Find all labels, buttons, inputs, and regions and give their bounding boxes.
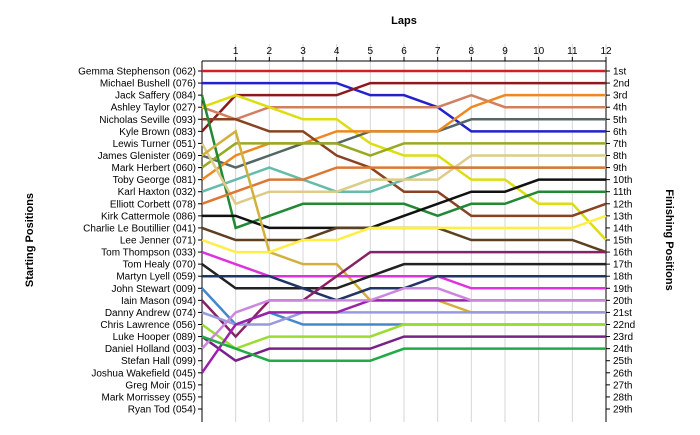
finishing-position-label: 17th (613, 260, 632, 271)
finishing-position-label: 24th (613, 344, 632, 355)
x-tick-label: 10 (533, 46, 545, 57)
finishing-position-label: 2nd (613, 79, 630, 90)
starting-position-label: Daniel Holland (003) (105, 344, 196, 355)
axes (198, 57, 610, 422)
starting-position-label: John Stewart (009) (112, 284, 197, 295)
finishing-position-label: 6th (613, 127, 627, 138)
starting-position-label: Karl Haxton (032) (118, 187, 196, 198)
starting-position-label: Jack Saffery (084) (115, 91, 196, 102)
finishing-position-label: 7th (613, 139, 627, 150)
starting-position-label: Ryan Tod (054) (128, 405, 196, 416)
driver-series-line (201, 311, 606, 326)
finishing-position-label: 8th (613, 151, 627, 162)
finishing-position-label: 11th (613, 187, 632, 198)
finishing-position-label: 20th (613, 296, 632, 307)
driver-series-line (201, 142, 606, 169)
starting-position-label: Kyle Brown (083) (119, 127, 196, 138)
x-tick-label: 8 (469, 46, 475, 57)
starting-position-label: Chris Lawrence (056) (100, 320, 196, 331)
starting-position-label: Martyn Lyell (059) (116, 272, 196, 283)
x-tick-label: 7 (435, 46, 441, 57)
x-tick-label: 2 (267, 46, 273, 57)
finishing-position-label: 14th (613, 223, 632, 234)
starting-position-label: James Glenister (069) (98, 151, 196, 162)
starting-position-label: Gemma Stephenson (062) (78, 67, 196, 78)
starting-position-label: Kirk Cattermole (086) (101, 211, 196, 222)
driver-series-line (201, 262, 606, 290)
finishing-position-label: 26th (613, 368, 632, 379)
starting-position-label: Ashley Taylor (027) (111, 103, 196, 114)
starting-position-label: Luke Hooper (089) (113, 332, 196, 343)
starting-position-label: Danny Andrew (074) (105, 308, 196, 319)
right-axis-title: Finishing Positions (663, 189, 675, 290)
finishing-position-label: 15th (613, 236, 632, 247)
finishing-position-label: 10th (613, 175, 632, 186)
driver-series-line (201, 166, 606, 205)
left-axis-title: Starting Positions (24, 193, 36, 287)
series-lines (200, 69, 607, 374)
x-tick-label: 12 (600, 46, 612, 57)
finishing-position-label: 22nd (613, 320, 635, 331)
starting-position-label: Lewis Turner (051) (113, 139, 196, 150)
starting-position-label: Nicholas Seville (093) (99, 115, 196, 126)
x-tick-label: 4 (334, 46, 340, 57)
starting-position-label: Joshua Wakefield (045) (91, 368, 196, 379)
finishing-position-label: 16th (613, 248, 632, 259)
x-tick-label: 9 (502, 46, 508, 57)
starting-position-label: Tom Thompson (033) (101, 248, 196, 259)
starting-position-label: Lee Jenner (071) (120, 236, 196, 247)
driver-series-line (201, 323, 606, 351)
starting-position-label: Greg Moir (015) (125, 380, 196, 391)
driver-series-line (201, 93, 607, 241)
starting-position-label: Stefan Hall (099) (121, 356, 196, 367)
finishing-position-label: 29th (613, 405, 632, 416)
finishing-position-label: 18th (613, 272, 632, 283)
finishing-position-label: 1st (613, 67, 627, 78)
x-tick-label: 1 (233, 46, 239, 57)
starting-position-label: Mark Morrissey (055) (102, 392, 196, 403)
starting-position-label: Iain Mason (094) (121, 296, 196, 307)
x-tick-label: 11 (567, 46, 578, 57)
finishing-position-label: 28th (613, 392, 632, 403)
driver-series-line (202, 178, 606, 230)
driver-series-line (200, 94, 606, 230)
driver-series-line (202, 81, 606, 133)
finishing-position-label: 13th (613, 211, 632, 222)
starting-position-label: Mark Herbert (060) (112, 163, 196, 174)
x-tick-label: 5 (368, 46, 374, 57)
finishing-position-label: 21st (613, 308, 632, 319)
driver-series-line (201, 81, 606, 133)
driver-series-line (201, 335, 606, 362)
finishing-position-label: 23rd (613, 332, 633, 343)
starting-position-label: Elliott Corbett (078) (110, 199, 196, 210)
finishing-position-label: 9th (613, 163, 627, 174)
finishing-position-label: 3rd (613, 91, 627, 102)
starting-position-label: Tom Healy (070) (123, 260, 196, 271)
driver-series-line (202, 118, 607, 218)
starting-position-label: Charlie Le Boutillier (041) (83, 223, 196, 234)
driver-series-line (200, 142, 606, 206)
finishing-position-label: 12th (613, 199, 632, 210)
driver-series-line (201, 335, 606, 363)
finishing-position-label: 27th (613, 380, 632, 391)
x-axis-title: Laps (391, 15, 417, 27)
starting-position-label: Michael Bushell (076) (100, 79, 196, 90)
starting-position-label: Toby George (081) (113, 175, 196, 186)
x-tick-label: 6 (401, 46, 407, 57)
x-tick-label: 3 (300, 46, 306, 57)
finishing-position-label: 5th (613, 115, 627, 126)
driver-series-line (201, 214, 607, 254)
finishing-position-label: 19th (613, 284, 632, 295)
driver-series-line (201, 287, 606, 350)
finishing-position-label: 4th (613, 103, 627, 114)
finishing-position-label: 25th (613, 356, 632, 367)
